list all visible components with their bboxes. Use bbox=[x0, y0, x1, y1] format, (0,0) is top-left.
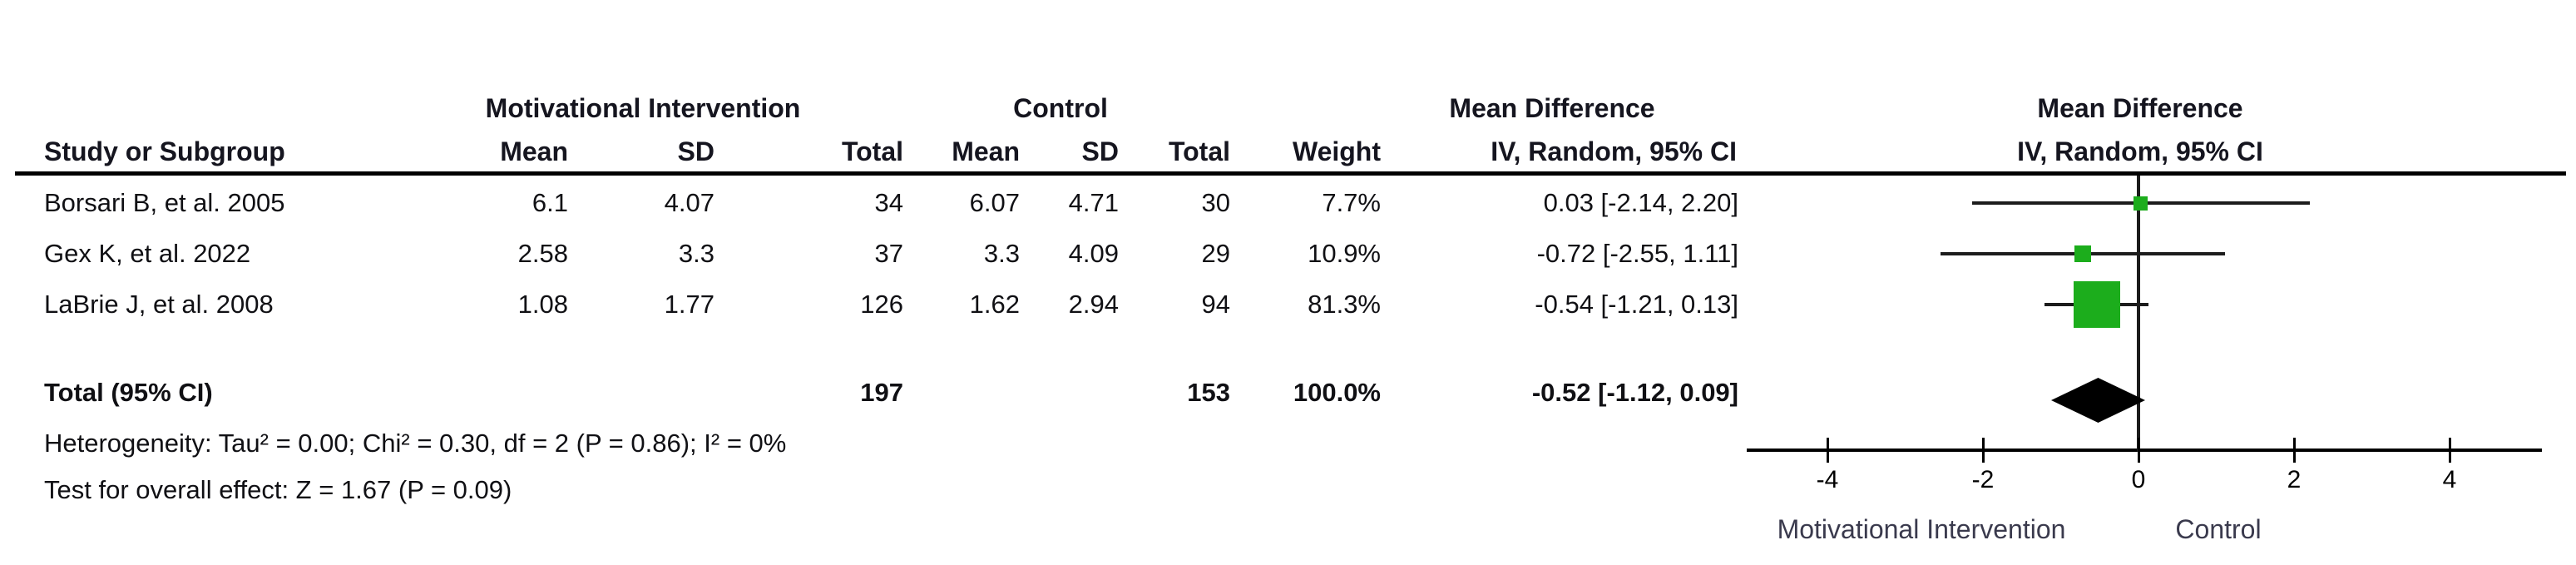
column-header-c-total: Total bbox=[1168, 136, 1230, 166]
cell-mi-mean: 2.58 bbox=[517, 239, 568, 268]
cell-study: Borsari B, et al. 2005 bbox=[44, 188, 285, 217]
total-diamond bbox=[2051, 378, 2146, 423]
cell-weight: 7.7% bbox=[1322, 188, 1381, 217]
header-divider-line bbox=[15, 171, 2566, 176]
cell-c-mean: 1.62 bbox=[969, 290, 1020, 319]
cell-weight: 81.3% bbox=[1308, 290, 1381, 319]
group-header-mean-difference: Mean Difference bbox=[1449, 93, 1655, 123]
axis-tick bbox=[2293, 438, 2296, 463]
overall-effect-note: Test for overall effect: Z = 1.67 (P = 0… bbox=[44, 475, 512, 504]
column-header-mi-sd: SD bbox=[677, 136, 714, 166]
column-header-ci: IV, Random, 95% CI bbox=[1491, 136, 1737, 166]
cell-mi-total: 34 bbox=[874, 188, 903, 217]
total-row-label: Total (95% CI) bbox=[44, 378, 213, 407]
cell-c-sd: 4.71 bbox=[1068, 188, 1119, 217]
plot-header-mean-difference: Mean Difference bbox=[2037, 93, 2243, 123]
plot-header-ci-method: IV, Random, 95% CI bbox=[2017, 136, 2263, 166]
cell-weight: 10.9% bbox=[1308, 239, 1381, 268]
group-header-intervention: Motivational Intervention bbox=[485, 93, 801, 123]
favours-right-label: Control bbox=[2175, 514, 2262, 544]
cell-mi-sd: 1.77 bbox=[664, 290, 714, 319]
cell-mi-total: 126 bbox=[860, 290, 903, 319]
axis-tick-label: 0 bbox=[2131, 466, 2146, 493]
axis-tick bbox=[1827, 438, 1829, 463]
cell-study: LaBrie J, et al. 2008 bbox=[44, 290, 274, 319]
zero-effect-line bbox=[2137, 176, 2140, 452]
column-header-mi-mean: Mean bbox=[500, 136, 568, 166]
axis-tick bbox=[2138, 438, 2140, 463]
total-row-ci: -0.52 [-1.12, 0.09] bbox=[1531, 378, 1738, 407]
column-header-c-sd: SD bbox=[1081, 136, 1119, 166]
heterogeneity-note: Heterogeneity: Tau² = 0.00; Chi² = 0.30,… bbox=[44, 429, 787, 458]
cell-c-total: 29 bbox=[1201, 239, 1230, 268]
group-header-control: Control bbox=[1013, 93, 1108, 123]
weight-square bbox=[2133, 196, 2148, 211]
cell-c-mean: 6.07 bbox=[969, 188, 1020, 217]
total-row-c-total: 153 bbox=[1187, 378, 1230, 407]
cell-ci: -0.72 [-2.55, 1.11] bbox=[1536, 239, 1738, 268]
column-header-mi-total: Total bbox=[841, 136, 903, 166]
weight-square bbox=[2074, 245, 2091, 262]
cell-c-sd: 4.09 bbox=[1068, 239, 1119, 268]
cell-c-sd: 2.94 bbox=[1068, 290, 1119, 319]
cell-ci: 0.03 [-2.14, 2.20] bbox=[1543, 188, 1738, 217]
cell-c-total: 30 bbox=[1201, 188, 1230, 217]
axis-tick-label: 4 bbox=[2442, 466, 2457, 493]
axis-tick-label: 2 bbox=[2287, 466, 2302, 493]
total-row-mi-total: 197 bbox=[860, 378, 903, 407]
axis-tick bbox=[2449, 438, 2451, 463]
total-row-weight: 100.0% bbox=[1293, 378, 1381, 407]
axis-tick-label: -2 bbox=[1971, 466, 1995, 493]
cell-mi-mean: 6.1 bbox=[532, 188, 568, 217]
cell-mi-total: 37 bbox=[874, 239, 903, 268]
cell-ci: -0.54 [-1.21, 0.13] bbox=[1535, 290, 1738, 319]
favours-left-label: Motivational Intervention bbox=[1777, 514, 2066, 544]
column-header-study: Study or Subgroup bbox=[44, 136, 285, 166]
column-header-weight: Weight bbox=[1292, 136, 1381, 166]
axis-tick-label: -4 bbox=[1816, 466, 1839, 493]
column-header-c-mean: Mean bbox=[952, 136, 1020, 166]
cell-mi-sd: 3.3 bbox=[678, 239, 714, 268]
x-axis-line bbox=[1747, 449, 2542, 452]
weight-square bbox=[2073, 281, 2120, 328]
cell-study: Gex K, et al. 2022 bbox=[44, 239, 251, 268]
cell-mi-mean: 1.08 bbox=[517, 290, 568, 319]
cell-c-total: 94 bbox=[1201, 290, 1230, 319]
cell-mi-sd: 4.07 bbox=[664, 188, 714, 217]
cell-c-mean: 3.3 bbox=[983, 239, 1020, 268]
axis-tick bbox=[1982, 438, 1985, 463]
